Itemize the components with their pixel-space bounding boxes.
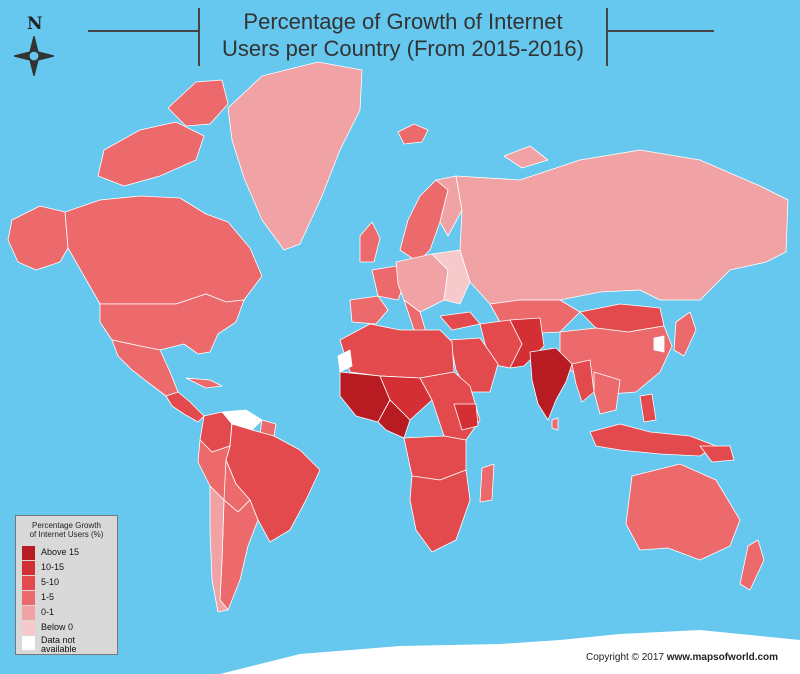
legend-label: Above 15 — [41, 547, 80, 557]
region-ethiopia — [453, 403, 479, 431]
title-rule-right — [608, 30, 714, 32]
region-philippines — [639, 393, 657, 423]
legend-swatch — [22, 561, 35, 575]
title-bar-left — [198, 8, 200, 66]
legend-swatch — [22, 621, 35, 635]
title-rule-left — [88, 30, 198, 32]
region-japan — [673, 311, 697, 357]
region-madagascar — [479, 463, 495, 503]
compass-rose-icon: N — [14, 14, 54, 76]
legend-label: Below 0 — [41, 622, 74, 632]
title-line-1: Percentage of Growth of Internet — [243, 9, 563, 34]
compass-north-letter: N — [27, 14, 43, 34]
region-russia — [455, 149, 789, 305]
region-canada-arctic — [97, 121, 205, 187]
region-chile — [209, 485, 229, 613]
region-new-zealand — [739, 539, 765, 591]
legend-label: 5-10 — [41, 577, 60, 587]
region-western-sahara — [337, 349, 353, 373]
region-cuba — [185, 377, 223, 389]
region-russia-island — [503, 145, 549, 169]
legend-title-2: of Internet Users (%) — [29, 530, 104, 539]
legend-swatch — [22, 591, 35, 605]
region-greenland — [227, 61, 363, 251]
region-sahel — [379, 375, 433, 421]
region-central-america — [165, 391, 205, 423]
region-australia — [625, 463, 741, 561]
copyright-site: www.mapsofworld.com — [666, 652, 779, 663]
region-canada-arctic-2 — [167, 79, 229, 127]
legend-title-1: Percentage Growth — [32, 521, 101, 530]
region-india — [529, 347, 573, 421]
region-afghanistan-pakistan — [509, 317, 545, 369]
region-antarctica — [220, 630, 800, 674]
legend-swatch — [22, 636, 35, 650]
legend-label-line-2: available — [41, 644, 77, 654]
region-nigeria — [377, 399, 411, 439]
title-line-2: Users per Country (From 2015-2016) — [222, 36, 584, 61]
region-alaska — [7, 205, 69, 271]
region-southern-africa — [409, 469, 471, 553]
region-iceland — [397, 123, 429, 145]
copyright: Copyright © 2017 www.mapsofworld.com — [586, 652, 778, 663]
compass-star-icon — [14, 36, 54, 76]
legend: Percentage Growth of Internet Users (%) … — [15, 515, 118, 655]
legend-label: Data not — [41, 635, 76, 645]
legend-swatch — [22, 576, 35, 590]
copyright-prefix: Copyright © 2017 — [586, 652, 664, 663]
region-indochina — [593, 371, 621, 415]
region-spain — [349, 295, 389, 325]
map-title: Percentage of Growth of Internet Users p… — [198, 8, 608, 66]
region-uk — [359, 221, 381, 263]
region-png — [699, 445, 735, 463]
legend-label: 0-1 — [41, 607, 55, 617]
legend-label: 10-15 — [41, 562, 65, 572]
region-north-africa — [339, 323, 455, 379]
region-sri-lanka — [551, 417, 559, 431]
region-myanmar — [571, 359, 595, 403]
legend-swatch — [22, 546, 35, 560]
region-korea — [653, 335, 665, 353]
region-venezuela — [221, 409, 263, 431]
legend-label: 1-5 — [41, 592, 55, 602]
legend-swatch — [22, 606, 35, 620]
title-bar-right — [606, 8, 608, 66]
